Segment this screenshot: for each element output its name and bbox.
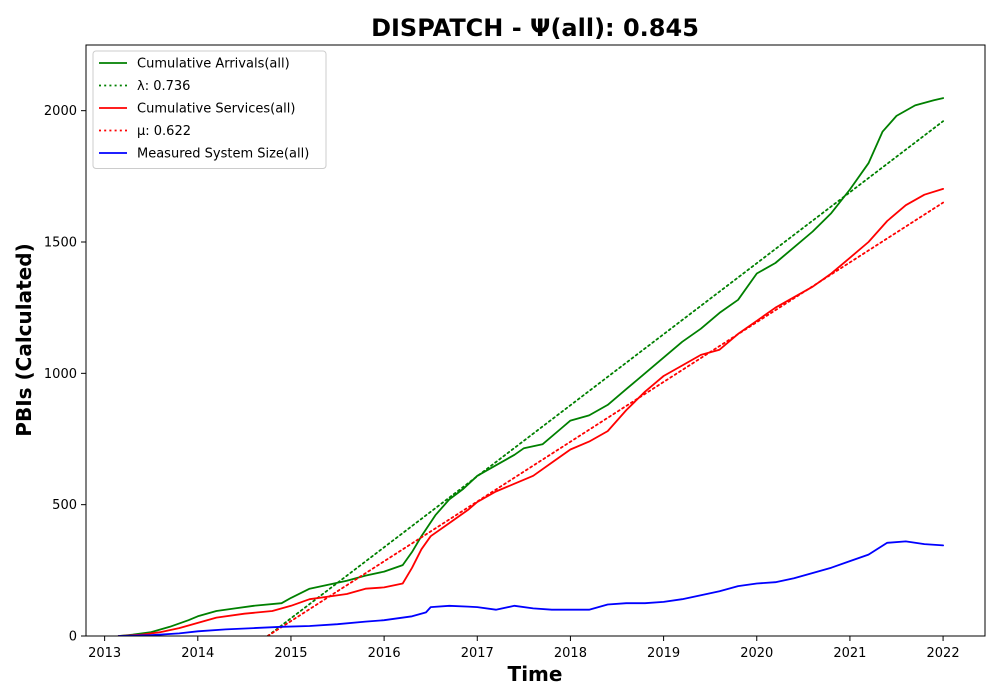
series-line-1: [117, 97, 944, 636]
y-tick-label: 2000: [44, 104, 77, 119]
y-tick-label: 500: [52, 498, 77, 513]
x-tick-label: 2018: [554, 646, 587, 661]
legend: Cumulative Arrivals(all) λ: 0.736 Cumulati…: [92, 50, 327, 169]
legend-label: μ: 0.622: [137, 124, 191, 139]
x-tick-label: 2019: [647, 646, 680, 661]
series-line-2: [266, 120, 944, 636]
y-tick-label: 0: [69, 630, 77, 645]
legend-box: [92, 50, 327, 169]
legend-label: Measured System Size(all): [137, 147, 309, 162]
plot-frame: [85, 44, 986, 637]
series-line-5: [117, 540, 944, 636]
x-axis-title: Time: [508, 662, 563, 686]
y-tick-label: 1000: [44, 367, 77, 382]
x-tick-label: 2016: [368, 646, 401, 661]
y-axis: 0 500 1000 1500 2000: [44, 104, 86, 645]
legend-label: λ: 0.736: [137, 79, 190, 94]
x-tick-label: 2021: [833, 646, 866, 661]
y-axis-title: PBIs (Calculated): [12, 243, 36, 436]
legend-label: Cumulative Arrivals(all): [137, 57, 290, 72]
x-tick-label: 2020: [740, 646, 773, 661]
x-tick-label: 2017: [461, 646, 494, 661]
x-tick-label: 2022: [927, 646, 960, 661]
legend-label: Cumulative Services(all): [137, 102, 295, 117]
series-line-4: [266, 201, 944, 636]
y-tick-label: 1500: [44, 236, 77, 251]
series-layer: [117, 97, 944, 636]
x-axis: 2013 2014 2015 2016 2017 2018 2019 2020 2021 2022: [88, 636, 960, 661]
x-tick-label: 2013: [88, 646, 121, 661]
chart-title: DISPATCH - Ψ(all): 0.845: [371, 14, 699, 42]
x-tick-label: 2015: [274, 646, 307, 661]
x-tick-label: 2014: [181, 646, 214, 661]
